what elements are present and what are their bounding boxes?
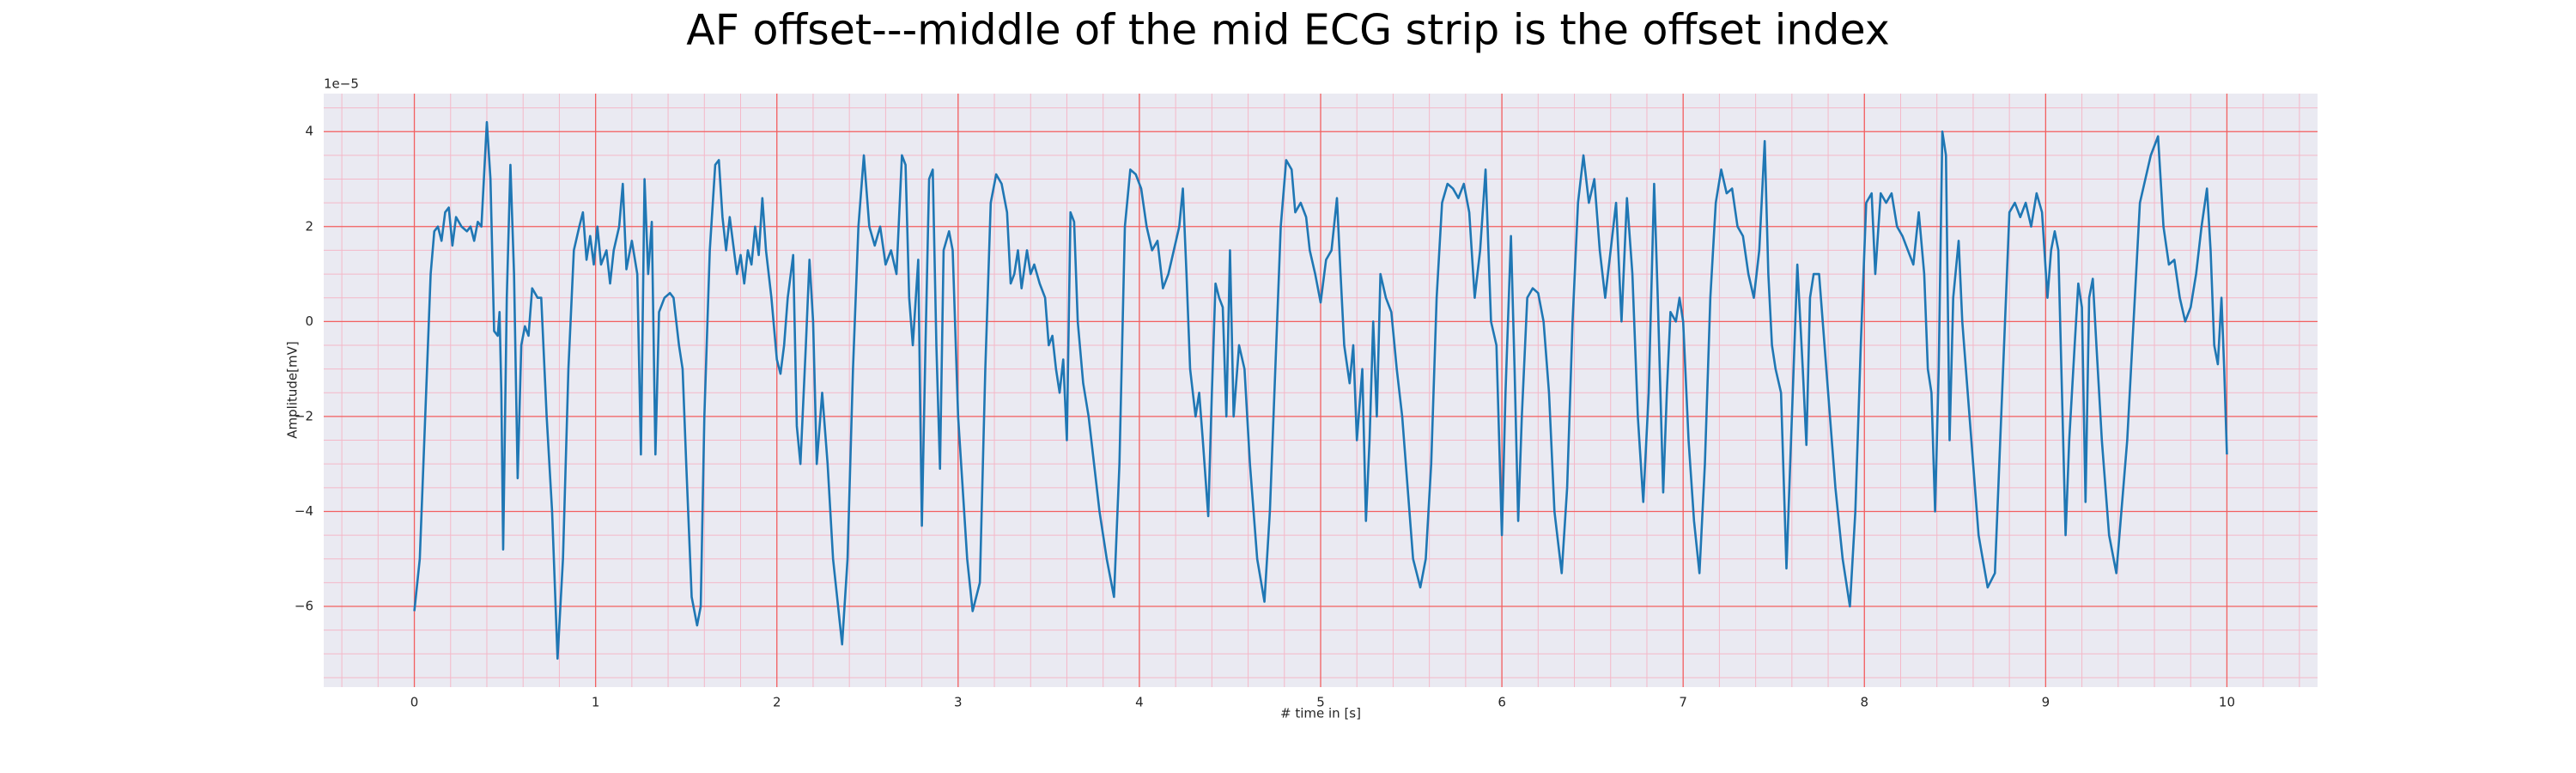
y-tick-label: 4 [305, 124, 313, 139]
y-tick-label: 0 [305, 313, 313, 329]
x-tick-label: 9 [2042, 695, 2050, 710]
y-tick-label: 2 [305, 218, 313, 234]
y-offset-label: 1e−5 [324, 76, 359, 92]
x-tick-label: 1 [592, 695, 600, 710]
x-tick-label: 2 [773, 695, 781, 710]
y-tick-label: −6 [295, 599, 313, 614]
x-tick-label: 4 [1135, 695, 1144, 710]
x-tick-label: 7 [1679, 695, 1687, 710]
y-tick-label: −4 [295, 503, 313, 519]
x-tick-label: 10 [2219, 695, 2235, 710]
x-tick-label: 0 [410, 695, 419, 710]
series-layer [413, 120, 2228, 660]
x-tick-label: 5 [1316, 695, 1325, 710]
x-axis-label: # time in [s] [1280, 706, 1361, 721]
x-tick-label: 8 [1860, 695, 1868, 710]
y-axis-label: Amplitude[mV] [285, 341, 301, 438]
chart-title: AF offset---middle of the mid ECG strip … [686, 6, 1890, 55]
ecg-line [413, 120, 2228, 660]
x-tick-label: 3 [954, 695, 963, 710]
x-tick-label: 6 [1498, 695, 1506, 710]
y-tick-label: −2 [295, 408, 313, 423]
